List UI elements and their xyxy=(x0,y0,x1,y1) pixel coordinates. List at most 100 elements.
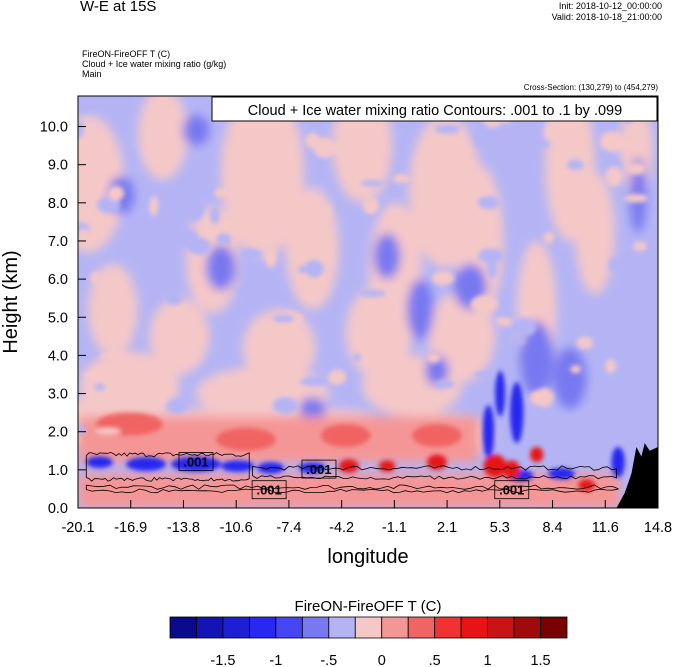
field-patch xyxy=(257,462,285,474)
field-patch xyxy=(268,202,280,214)
x-tick-label: 14.8 xyxy=(644,520,672,536)
field-patch xyxy=(299,397,326,421)
field-patch xyxy=(592,382,601,404)
field-patch xyxy=(95,427,121,435)
field-patch xyxy=(611,446,625,478)
y-tick-label: 1.0 xyxy=(48,463,68,479)
cloud-contours xyxy=(85,451,619,494)
field-patch xyxy=(315,204,332,217)
field-patch xyxy=(427,353,441,363)
cloud-contour xyxy=(85,451,250,482)
field-patch xyxy=(477,248,504,264)
colorbar-swatch xyxy=(354,616,383,639)
field-patch xyxy=(78,229,90,238)
y-tick-label: 8.0 xyxy=(48,196,68,212)
chart-title: W-E at 15S xyxy=(80,0,157,15)
field-patch xyxy=(327,369,347,385)
field-patch xyxy=(510,317,537,337)
contour-label-box xyxy=(494,480,530,500)
x-tick-label: -7.4 xyxy=(276,520,301,536)
field-patch xyxy=(362,196,379,215)
temperature-difference-detail xyxy=(78,98,658,491)
field-patch xyxy=(237,283,265,299)
heatmap-area xyxy=(78,96,658,508)
colorbar-swatch xyxy=(169,616,197,639)
field-patch xyxy=(375,316,399,332)
field-patch xyxy=(510,382,524,444)
y-tick-label: 7.0 xyxy=(48,234,68,250)
field-patch xyxy=(482,405,495,459)
contour-label: .001 xyxy=(183,454,208,469)
field-patch xyxy=(544,120,567,143)
field-patch xyxy=(216,233,231,246)
field-patch xyxy=(166,292,182,306)
field-patch xyxy=(470,295,498,314)
x-tick-label: 2.1 xyxy=(437,520,457,536)
x-tick-label: 8.4 xyxy=(542,520,562,536)
field-patch xyxy=(320,424,371,447)
x-tick-label: -10.6 xyxy=(220,520,253,536)
colorbar-tick-label: 0 xyxy=(378,653,386,667)
colorbar-swatch xyxy=(275,616,303,639)
field-patch xyxy=(378,460,396,472)
terrain-mask xyxy=(611,443,658,508)
field-patch xyxy=(96,196,121,214)
colorbar-label: FireON-FireOFF T (C) xyxy=(295,598,442,615)
field-patch xyxy=(495,370,506,417)
field-patch xyxy=(473,126,486,148)
field-patch xyxy=(220,460,255,472)
field-patch xyxy=(89,271,101,284)
field-patch xyxy=(186,199,204,222)
x-tick-label: -4.2 xyxy=(329,520,354,536)
cloud-contour xyxy=(85,484,619,494)
field-patch xyxy=(566,159,584,171)
colorbar-swatch xyxy=(407,616,436,639)
group-label: Main xyxy=(82,69,102,79)
colorbar-swatch xyxy=(196,616,224,639)
field-patch xyxy=(473,371,495,378)
field-patch xyxy=(392,174,411,184)
field-patch xyxy=(215,427,276,451)
colorbar-swatch xyxy=(301,616,330,639)
y-axis-label: Height (km) xyxy=(0,250,22,353)
colorbar-swatch xyxy=(222,616,250,639)
init-time-label: Init: 2018-10-12_00:00:00 xyxy=(558,1,662,11)
field-patch xyxy=(512,337,526,345)
contour-labels: .001 .001 .001 .001 xyxy=(178,452,530,500)
field-patch xyxy=(173,228,200,249)
field-patch xyxy=(360,290,387,297)
field-patch xyxy=(530,446,544,463)
field-patch xyxy=(94,383,105,391)
field-patch xyxy=(313,137,336,158)
field-patch xyxy=(616,141,631,151)
x-axis: -20.1 -16.9 -13.8 -10.6 -7.4 -4.2 -1.1 2.1 5.3 8.… xyxy=(61,500,672,536)
field-patch xyxy=(338,459,359,473)
field-patch xyxy=(425,355,449,386)
field-patch xyxy=(81,171,104,192)
field-patch xyxy=(85,370,109,381)
field-patch xyxy=(496,317,513,327)
contour-label: .001 xyxy=(499,483,524,498)
x-tick-label: 11.6 xyxy=(592,520,619,536)
field-patch xyxy=(86,456,113,468)
y-tick-label: 3.0 xyxy=(48,387,68,403)
field-patch xyxy=(494,136,508,152)
x-axis-label: longitude xyxy=(327,546,408,568)
contour-label-box xyxy=(178,452,214,471)
colorbar-tick-label: -1 xyxy=(269,653,282,667)
field-patch xyxy=(126,457,167,471)
contour-label-box xyxy=(251,480,287,500)
contour-info-frame xyxy=(211,96,658,122)
field-patch xyxy=(171,456,221,472)
field-patch xyxy=(209,206,220,225)
contour-info-text: Cloud + Ice water mixing ratio Contours:… xyxy=(248,103,622,119)
y-tick-label: 5.0 xyxy=(48,310,68,326)
field-patch xyxy=(333,141,354,156)
field-patch xyxy=(299,376,328,387)
field-patch xyxy=(431,271,455,286)
y-axis: 0.0 1.0 2.0 3.0 4.0 5.0 6.0 7.0 8.0 9.0 10.0 xyxy=(40,120,86,517)
field-patch xyxy=(166,398,188,414)
field-patch xyxy=(242,309,316,386)
colorbar-tick-label: -.5 xyxy=(320,653,337,667)
